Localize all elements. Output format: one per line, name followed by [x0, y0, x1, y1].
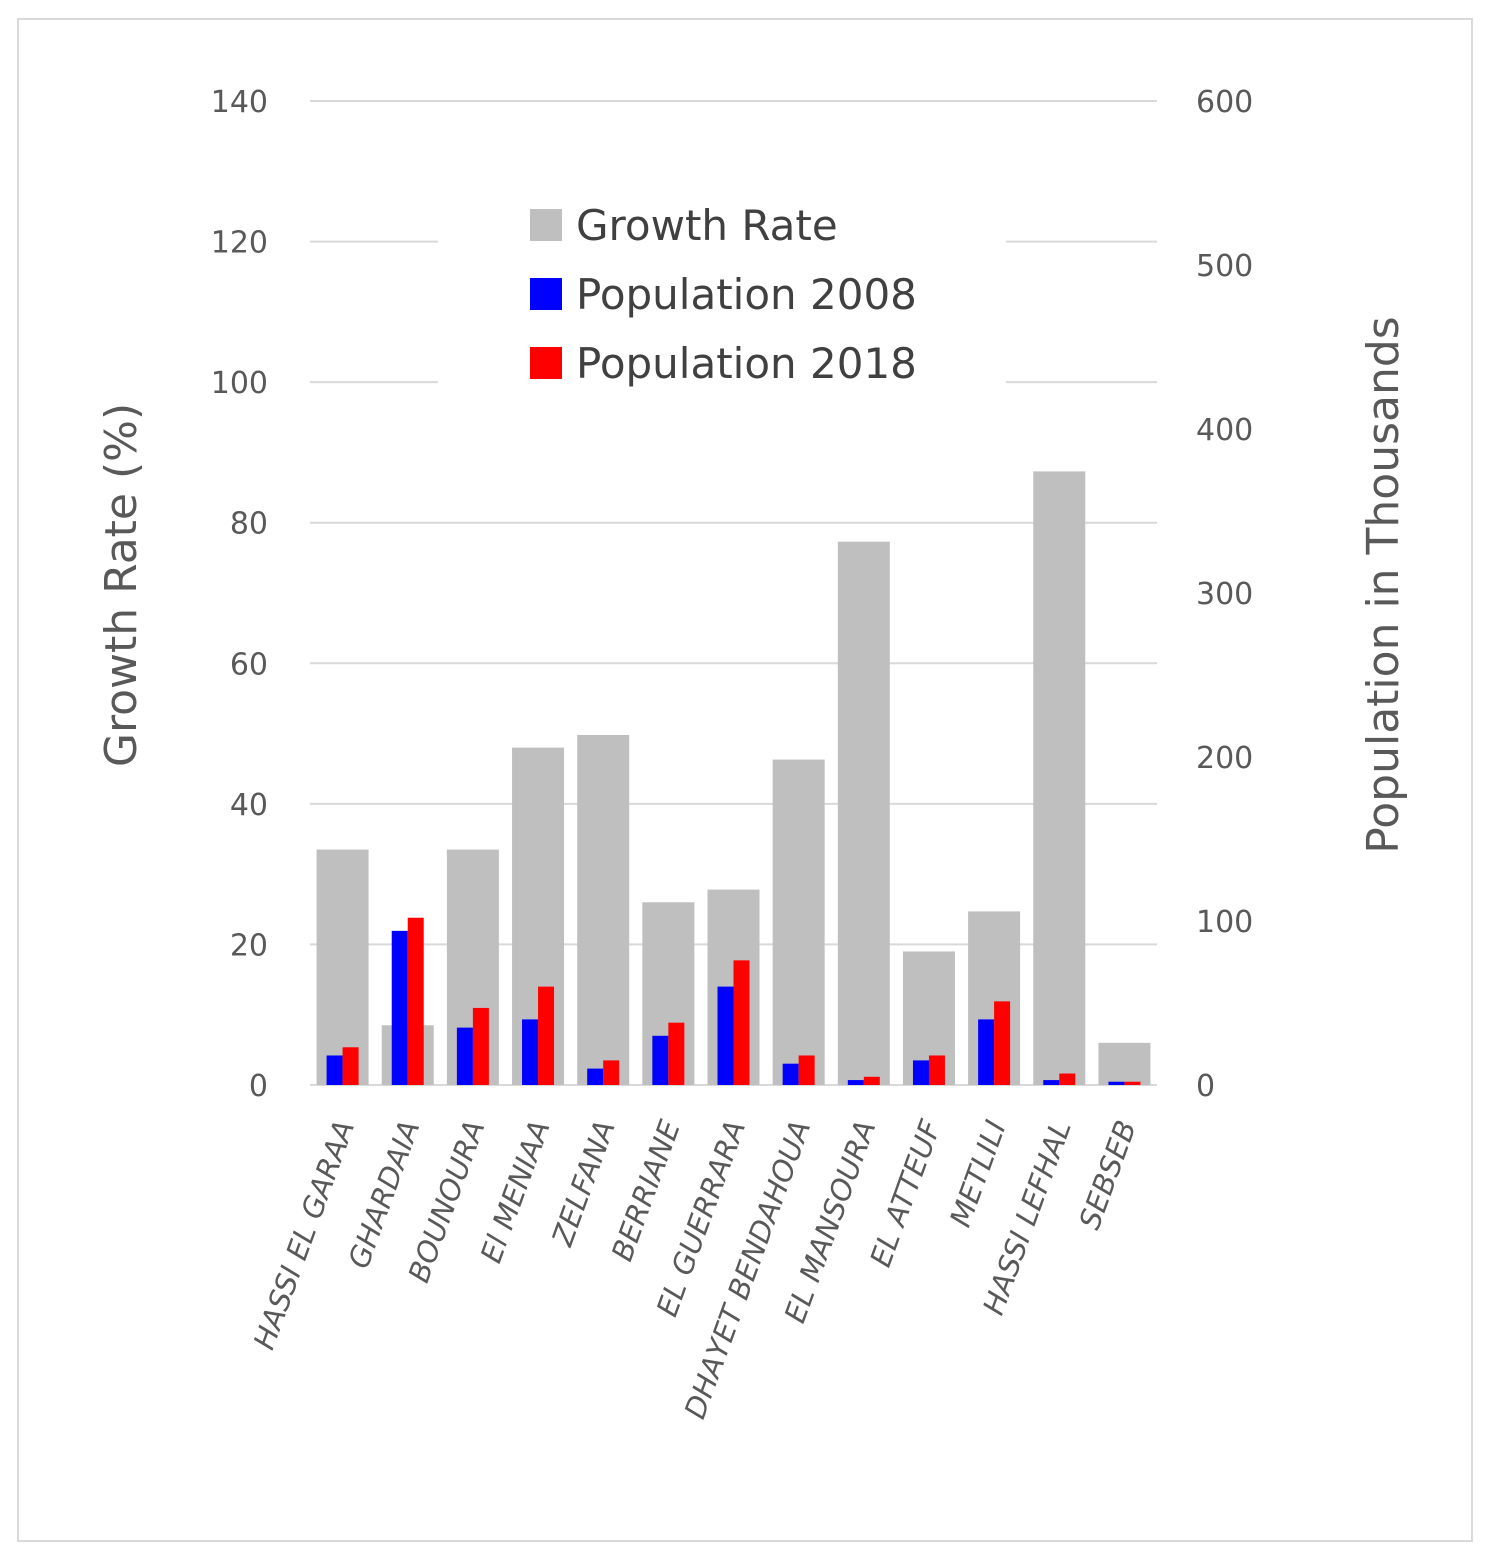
right-axis-title: Population in Thousands: [1358, 316, 1409, 853]
bar-population-2008: [847, 1080, 864, 1085]
bar-population-2008: [652, 1035, 669, 1085]
bar-population-2008: [1043, 1080, 1060, 1085]
left-axis-ticks: 0 20 40 60 80 100 120 140: [211, 85, 268, 1104]
bars: [316, 471, 1151, 1085]
bar-population-2018: [1059, 1073, 1076, 1085]
bar-growth-rate: [1098, 1042, 1151, 1085]
bar-population-2018: [407, 917, 424, 1085]
bar-population-2018: [798, 1055, 815, 1085]
bar-population-2018: [733, 960, 750, 1085]
bar-population-2018: [603, 1060, 620, 1085]
bar-population-2008: [522, 1019, 539, 1085]
right-tick-label: 0: [1196, 1069, 1215, 1104]
category-label: SEBSEB: [1072, 1116, 1143, 1234]
category-label: ZELFANA: [545, 1116, 622, 1251]
right-tick-label: 400: [1196, 413, 1253, 448]
bar-growth-rate: [772, 759, 825, 1085]
legend-label: Population 2018: [576, 339, 917, 388]
left-tick-label: 120: [211, 226, 268, 261]
bar-growth-rate: [837, 541, 890, 1085]
right-tick-label: 500: [1196, 249, 1253, 284]
left-tick-label: 60: [230, 647, 268, 682]
bar-population-2008: [912, 1060, 929, 1085]
bar-population-2008: [326, 1055, 343, 1085]
right-tick-label: 300: [1196, 577, 1253, 612]
left-tick-label: 100: [211, 366, 268, 401]
bar-growth-rate: [1033, 471, 1086, 1085]
legend: Growth Rate Population 2008 Population 201…: [438, 180, 1006, 405]
bar-population-2018: [1124, 1081, 1141, 1085]
left-tick-label: 0: [249, 1069, 268, 1104]
right-axis-ticks: 0 100 200 300 400 500 600: [1196, 85, 1253, 1104]
left-tick-label: 140: [211, 85, 268, 120]
legend-swatch: [530, 209, 562, 241]
left-tick-label: 40: [230, 788, 268, 823]
right-tick-label: 600: [1196, 85, 1253, 120]
bar-population-2018: [342, 1047, 359, 1085]
legend-label: Population 2008: [576, 270, 917, 319]
left-axis-title: Growth Rate (%): [96, 403, 147, 767]
bar-population-2018: [668, 1022, 685, 1085]
bar-growth-rate: [316, 849, 369, 1085]
bar-population-2008: [456, 1027, 473, 1085]
left-tick-label: 80: [230, 507, 268, 542]
legend-label: Growth Rate: [576, 201, 838, 250]
bar-population-2018: [928, 1055, 945, 1085]
bar-population-2008: [978, 1019, 995, 1085]
bar-population-2018: [538, 986, 555, 1085]
right-tick-label: 100: [1196, 905, 1253, 940]
bar-population-2008: [391, 930, 408, 1085]
bar-population-2008: [587, 1068, 604, 1085]
bar-population-2008: [717, 986, 734, 1085]
bar-population-2008: [782, 1063, 799, 1085]
legend-swatch: [530, 347, 562, 379]
bar-population-2008: [1108, 1081, 1125, 1085]
category-label: METLILI: [943, 1116, 1013, 1231]
bar-growth-rate: [577, 734, 630, 1085]
legend-swatch: [530, 278, 562, 310]
bar-population-2018: [863, 1076, 880, 1085]
bar-population-2018: [994, 1001, 1011, 1085]
left-tick-label: 20: [230, 928, 268, 963]
bar-population-2018: [472, 1007, 489, 1085]
right-tick-label: 200: [1196, 741, 1253, 776]
category-label: HASSI EL GARAA: [247, 1116, 361, 1354]
